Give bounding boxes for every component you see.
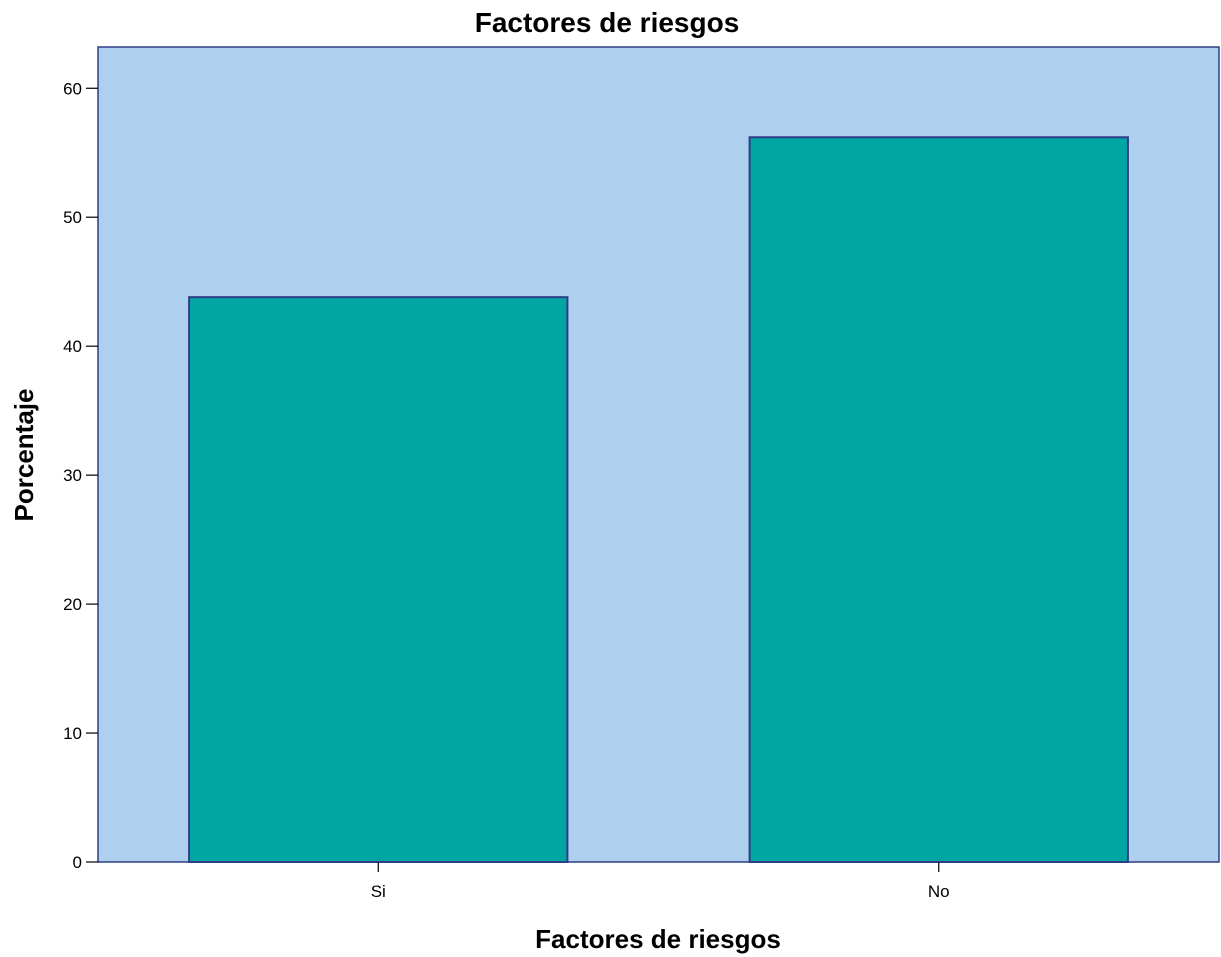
chart-title: Factores de riesgos [475, 7, 740, 38]
y-tick-label: 30 [63, 466, 82, 485]
bars [188, 136, 1129, 863]
y-tick-label: 50 [63, 208, 82, 227]
y-tick-label: 0 [73, 853, 82, 872]
y-tick-label: 20 [63, 595, 82, 614]
x-tick-label: No [928, 882, 950, 901]
y-tick-label: 10 [63, 724, 82, 743]
x-axis-title: Factores de riesgos [535, 924, 781, 954]
y-axis-title: Porcentaje [9, 389, 39, 522]
x-tick-label: Si [371, 882, 386, 901]
x-axis: Si No [371, 862, 950, 901]
y-tick-label: 40 [63, 337, 82, 356]
y-tick-label: 60 [63, 79, 82, 98]
bar-no [748, 136, 1129, 863]
y-axis: 0 10 20 30 40 50 60 [63, 79, 98, 872]
bar-si [188, 296, 569, 863]
